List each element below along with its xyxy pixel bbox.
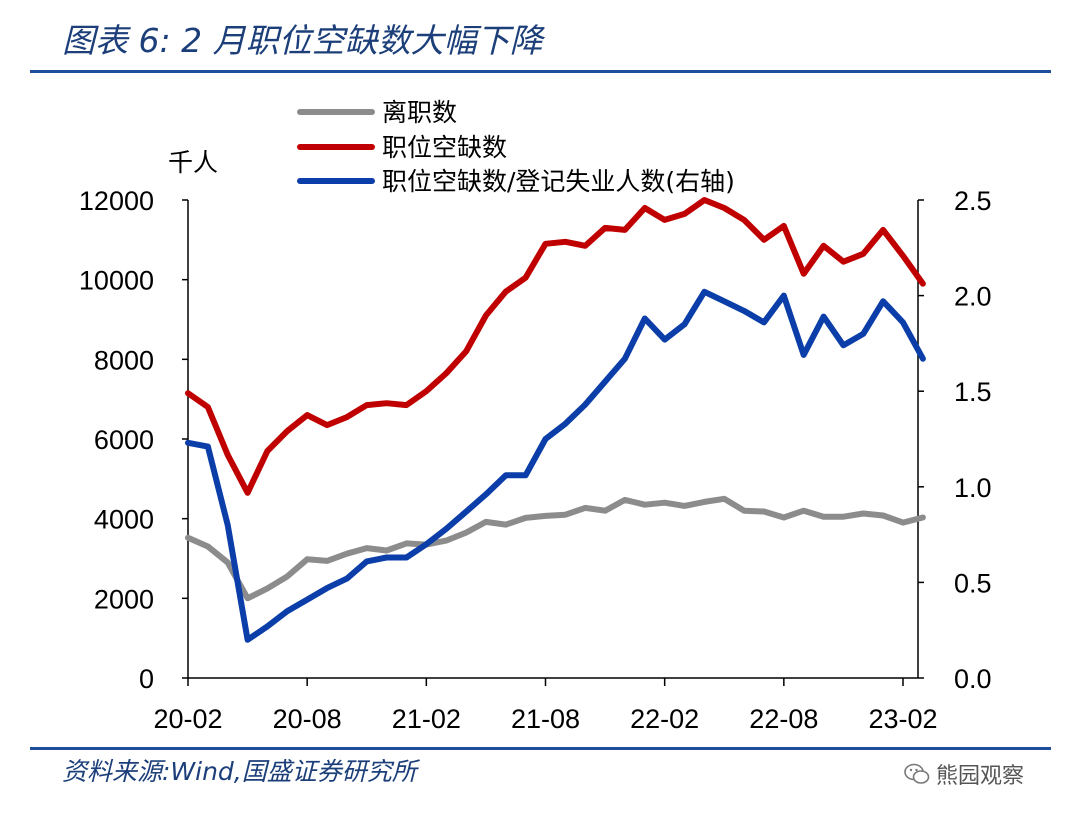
right-axis-tick-label: 1.0 (954, 473, 992, 503)
x-axis-tick-label: 21-08 (511, 704, 580, 734)
left-axis-tick-label: 12000 (79, 186, 154, 216)
chart-axes: 0 2000 4000 6000 8000 10000 12000 0.0 0.5 1.0 1.5 2… (79, 186, 992, 734)
line-chart: 0 2000 4000 6000 8000 10000 12000 0.0 0.5 1.0 1.5 2… (79, 98, 992, 734)
x-axis-tick-label: 20-08 (273, 704, 342, 734)
legend-label-2: 职位空缺数 (382, 133, 507, 162)
left-axis-tick-label: 8000 (94, 345, 154, 375)
wechat-icon (904, 763, 930, 784)
right-axis-tick-label: 2.5 (954, 186, 992, 216)
right-axis-tick-label: 0.5 (954, 568, 992, 598)
left-axis-tick-label: 6000 (94, 425, 154, 455)
top-divider (30, 70, 1051, 73)
left-axis-tick-label: 0 (139, 664, 154, 694)
right-axis-tick-label: 1.5 (954, 377, 992, 407)
left-axis-tick-label: 10000 (79, 266, 154, 296)
right-axis-tick-label: 0.0 (954, 664, 992, 694)
series-layer (185, 197, 926, 643)
x-axis-tick-label: 23-02 (868, 704, 937, 734)
series-line-3 (185, 288, 926, 643)
series-line-1 (185, 495, 926, 602)
x-axis-tick-label: 22-08 (749, 704, 818, 734)
x-axis-tick-label: 21-02 (392, 704, 461, 734)
left-axis-unit-label: 千人 (168, 148, 218, 177)
x-axis-tick-label: 20-02 (153, 704, 222, 734)
source-note: 资料来源:Wind,国盛证券研究所 (62, 757, 417, 786)
left-axis-tick-label: 2000 (94, 584, 154, 614)
legend-label-3: 职位空缺数/登记失业人数(右轴) (382, 167, 735, 196)
watermark-text: 熊园观察 (936, 764, 1025, 789)
series-line-2 (185, 197, 926, 496)
bottom-divider (30, 747, 1051, 750)
right-axis-tick-label: 2.0 (954, 282, 992, 312)
watermark: 熊园观察 (904, 758, 1024, 790)
legend-label-1: 离职数 (382, 98, 457, 127)
x-axis-tick-label: 22-02 (630, 704, 699, 734)
left-axis-tick-label: 4000 (94, 505, 154, 535)
chart-title: 图表 6: 2 月职位空缺数大幅下降 (62, 21, 543, 60)
